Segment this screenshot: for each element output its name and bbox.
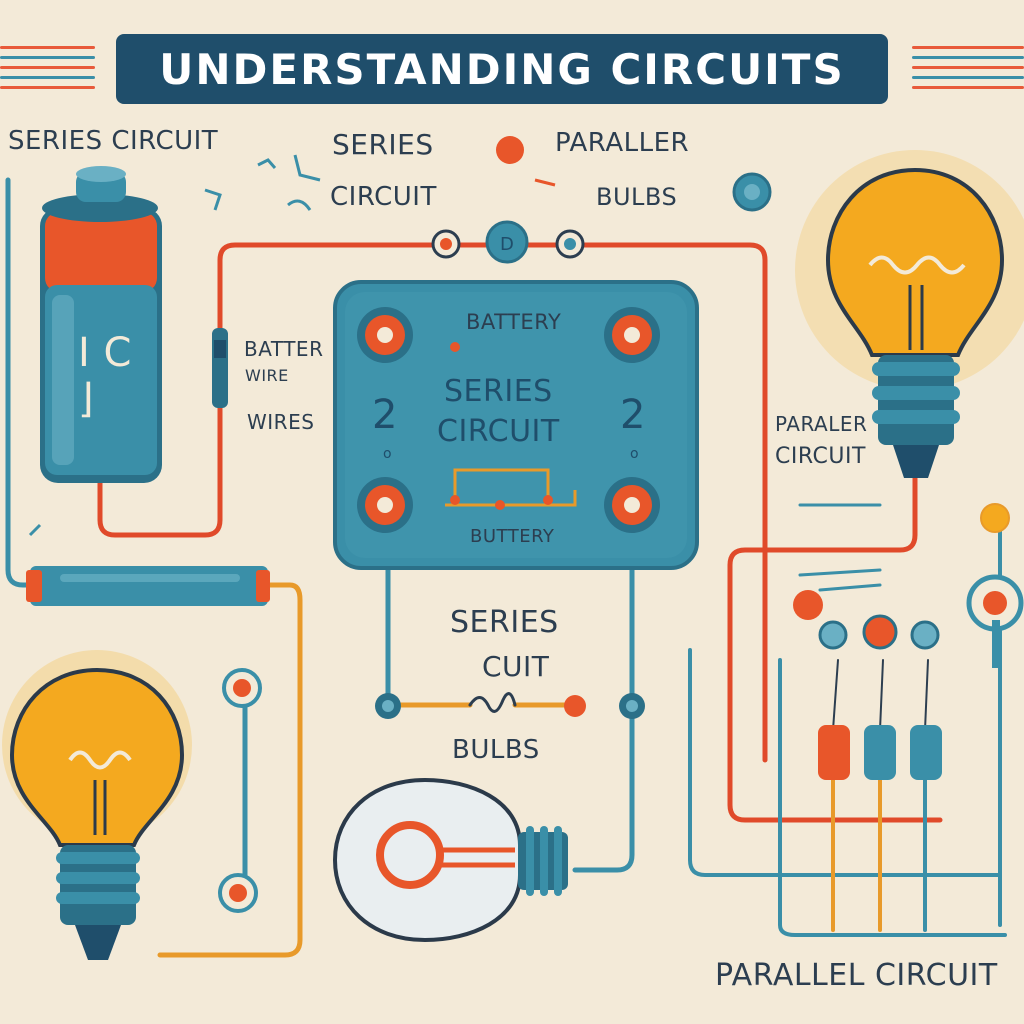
- title-stripe-left-1: [0, 46, 95, 49]
- title-stripe-right-2: [912, 56, 1024, 59]
- page-title: UNDERSTANDING CIRCUITS: [159, 44, 845, 94]
- title-stripe-left-5: [0, 86, 95, 89]
- label-battery-glyph: I C ⌋: [78, 330, 132, 422]
- label-paraler-right: PARALER: [775, 412, 868, 436]
- bulb-center-icon: [332, 777, 568, 943]
- wire-left-blue: [5, 177, 43, 588]
- parallel-components: [793, 503, 1024, 780]
- label-bulbs-mid: BULBS: [452, 735, 540, 765]
- battery-icon: [40, 166, 162, 483]
- title-stripe-left-2: [0, 56, 95, 59]
- parallel-lead-2-top: [879, 659, 884, 731]
- label-board-num-left: 2: [372, 392, 398, 438]
- title-stripe-right-4: [912, 76, 1024, 79]
- wire-right-blue-2: [778, 658, 1007, 937]
- wire-squiggle: [468, 692, 517, 713]
- title-stripe-right-3: [912, 66, 1024, 69]
- wire-right-bulb: [727, 467, 943, 823]
- bulb-right-icon: [795, 150, 1024, 478]
- label-buttery-board: BUTTERY: [470, 526, 555, 547]
- label-battery-board: BATTERY: [466, 310, 562, 334]
- top-connectors: D: [431, 136, 772, 264]
- mid-terminals: [218, 668, 645, 913]
- small-capacitor-icon: [212, 328, 228, 408]
- label-circuit-top: CIRCUIT: [330, 182, 437, 212]
- label-circuit-right: CIRCUIT: [775, 444, 866, 469]
- parallel-lead-3-top: [924, 659, 929, 731]
- label-parallel-circuit-bottom: PARALLEL CIRCUIT: [715, 958, 998, 993]
- label-circuit-mid: CUIT: [482, 650, 550, 683]
- bulb-left-icon: [2, 650, 192, 960]
- label-board-o-left: o: [383, 446, 393, 462]
- label-wire-small: WIRE: [245, 366, 289, 385]
- label-board-o-right: o: [630, 446, 640, 462]
- label-series-circuit-board: SERIES CIRCUIT: [437, 374, 560, 449]
- label-wires: WIRES: [247, 410, 315, 434]
- title-stripe-left-4: [0, 76, 95, 79]
- wire-right-top-dashes: [798, 503, 882, 592]
- doodles: [28, 154, 556, 537]
- label-paraller-top: PARALLER: [555, 128, 690, 158]
- circuit-board: [333, 280, 699, 570]
- svg-text:D: D: [500, 234, 514, 255]
- title-stripe-right-1: [912, 46, 1024, 49]
- label-batter: BATTER: [244, 337, 324, 361]
- label-series-mid: SERIES: [450, 605, 559, 640]
- wire-right-blue-1: [688, 648, 1002, 877]
- label-board-num-right: 2: [620, 392, 646, 438]
- label-series-top: SERIES: [332, 128, 434, 161]
- title-stripe-right-5: [912, 86, 1024, 89]
- title-banner: UNDERSTANDING CIRCUITS: [116, 34, 888, 104]
- parallel-lead-1-top: [832, 659, 839, 731]
- label-series-circuit-top-left: SERIES CIRCUIT: [8, 126, 219, 156]
- label-bulbs-top: BULBS: [596, 183, 678, 211]
- resistor-tube-icon: [26, 566, 270, 606]
- wire-to-bottom-bulb: [572, 702, 635, 873]
- title-stripe-left-3: [0, 66, 95, 69]
- wire-left-orange: [157, 582, 303, 958]
